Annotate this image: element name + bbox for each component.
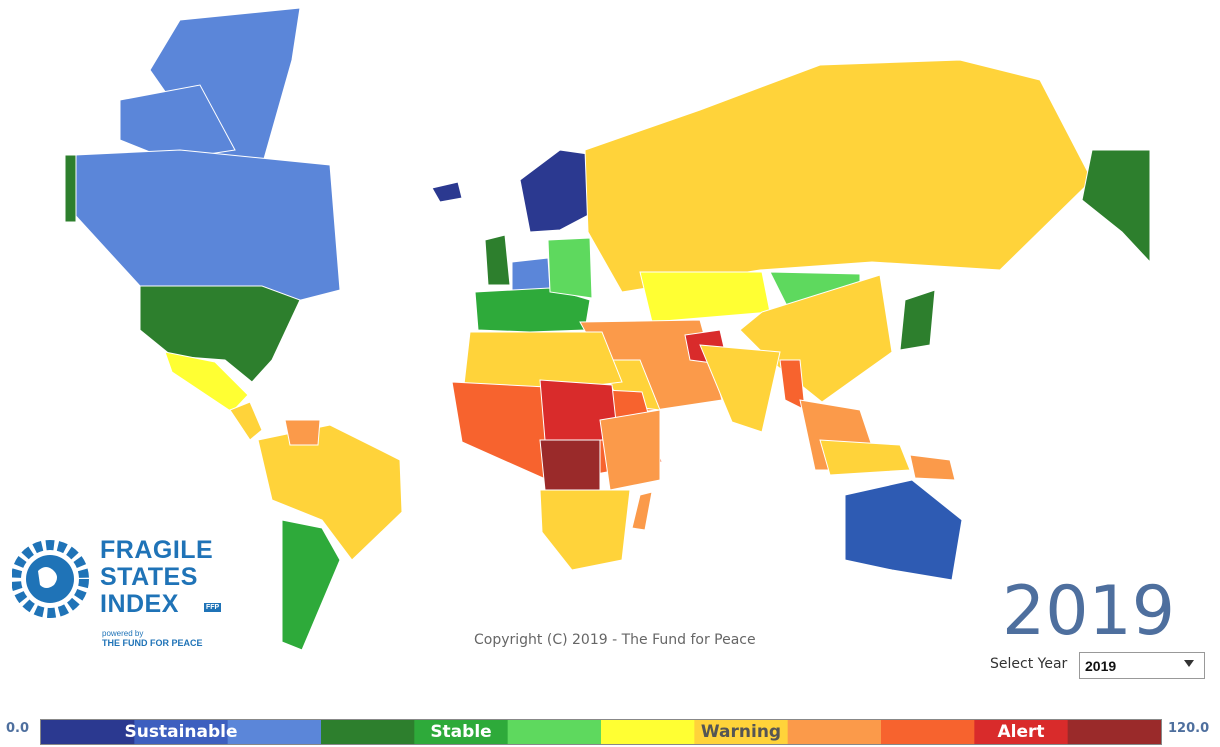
southern-africa (539, 489, 631, 571)
legend-label: Alert (997, 722, 1044, 742)
australia (844, 479, 963, 581)
legend-swatch (134, 720, 229, 744)
legend-swatch (227, 720, 322, 744)
legend-swatch (694, 720, 789, 744)
india (699, 344, 781, 433)
legend-label: Stable (430, 722, 491, 742)
central-africa (539, 439, 601, 491)
legend-swatch (1067, 720, 1162, 744)
legend-swatch (601, 720, 695, 744)
year-display: 2019 (1002, 572, 1176, 651)
alaska (1081, 149, 1151, 264)
legend-swatch (41, 720, 135, 744)
logo-word: INDEX (100, 590, 179, 618)
logo-word: FRAGILE (100, 536, 214, 564)
logo-word: STATES (100, 563, 198, 591)
powered-by: powered by (102, 629, 144, 638)
legend-label: Warning (701, 722, 781, 742)
select-value: 2019 (1085, 658, 1117, 674)
legend-swatch (507, 720, 602, 744)
legend-swatch (787, 720, 882, 744)
uk (484, 234, 511, 286)
dropdown-arrow (1184, 660, 1194, 667)
kazakhstan (639, 271, 771, 323)
alaska-west (64, 154, 77, 223)
south-america-north (257, 424, 403, 561)
legend-bar: Sustainable Stable Warning Alert (40, 719, 1162, 745)
legend-border (40, 719, 1162, 745)
legend-swatch (414, 720, 509, 744)
legend-swatch (974, 720, 1069, 744)
iceland (431, 181, 463, 203)
year-select[interactable]: 2019 (1079, 652, 1205, 679)
venezuela (284, 419, 321, 446)
china (739, 274, 893, 403)
papua (909, 454, 956, 481)
logo: FRAGILE STATES INDEX FFP powered by THE … (12, 535, 232, 655)
usa (139, 285, 301, 383)
legend-swatch (881, 720, 975, 744)
legend-swatch (321, 720, 415, 744)
eastern-europe (547, 237, 593, 299)
russia (584, 59, 1093, 293)
logo-tag: FFP (204, 603, 222, 612)
organization: THE FUND FOR PEACE (102, 638, 203, 648)
legend-label: Sustainable (125, 722, 238, 742)
select-label: Select Year (990, 656, 1068, 672)
world-map (64, 7, 1151, 651)
madagascar (631, 491, 653, 531)
indonesia (819, 439, 911, 476)
scale-min: 0.0 (6, 721, 30, 736)
scale-max: 120.0 (1168, 721, 1210, 736)
central-america (229, 401, 263, 441)
western-europe (511, 257, 551, 293)
korea-japan (899, 289, 936, 351)
southern-cone (281, 519, 341, 651)
east-africa (599, 409, 661, 491)
logo-icon (12, 540, 89, 618)
copyright: Copyright (C) 2019 - The Fund for Peace (474, 632, 756, 648)
